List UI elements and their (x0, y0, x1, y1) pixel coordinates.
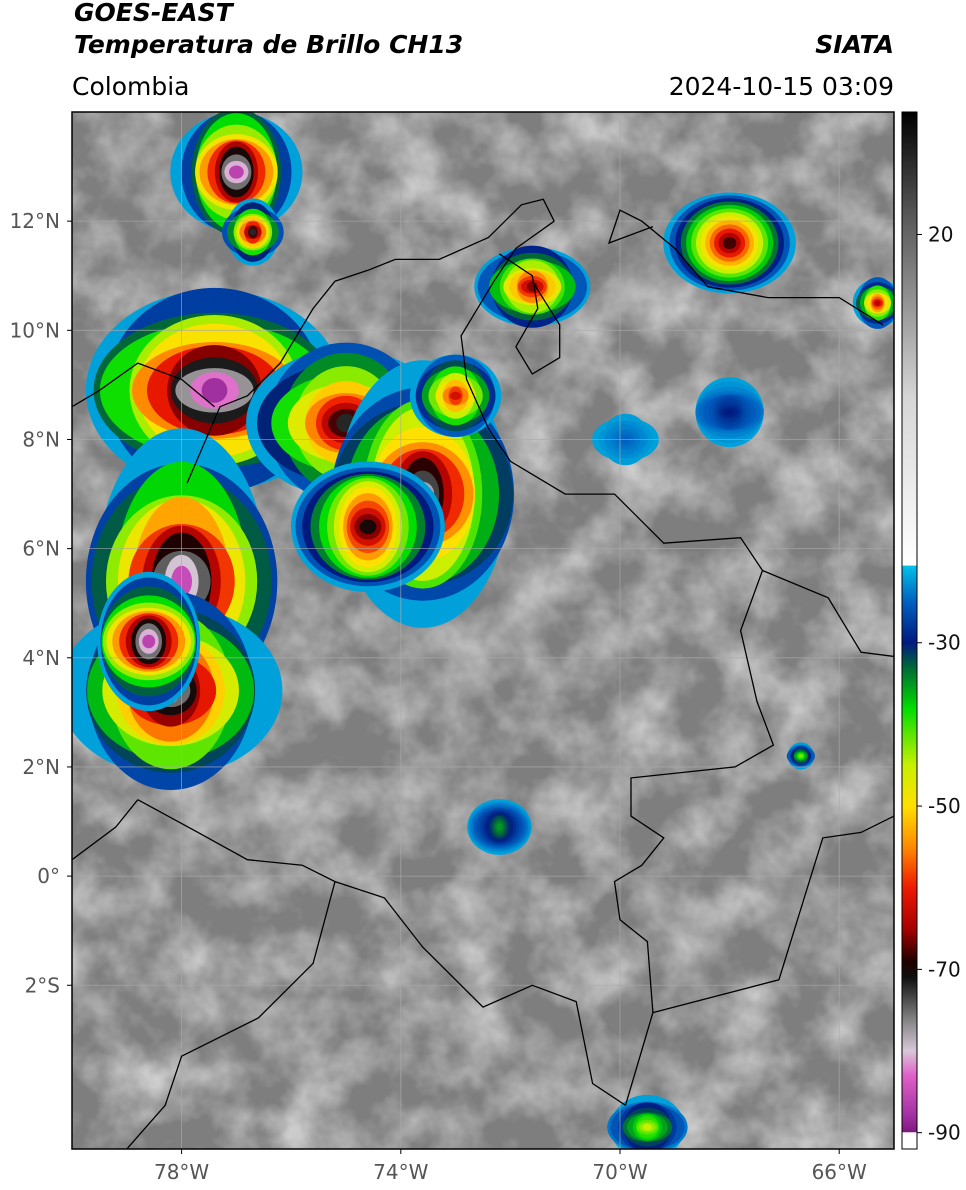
colorbar (901, 111, 918, 1150)
border-line (762, 569, 894, 658)
lat-tick-label: 8°N (22, 427, 60, 451)
border-line (72, 799, 139, 861)
region-label: Colombia (72, 72, 190, 101)
cell-ring (450, 391, 462, 400)
storm-cell (97, 571, 201, 712)
brand-label: SIATA (815, 30, 894, 59)
lat-tick-label: 12°N (10, 209, 60, 233)
lat-tick-label: 10°N (10, 318, 60, 342)
storm-cell (85, 287, 344, 493)
lon-tick-label: 78°W (154, 1160, 209, 1184)
border-line (186, 198, 555, 484)
cell-ring (722, 236, 737, 250)
cell-ring (142, 634, 156, 649)
lat-tick-label: 6°N (22, 537, 60, 561)
colorbar-tick-label: -30 (928, 631, 961, 655)
colorbar-ticks: 20 -30 -50 -70 -90 (917, 222, 961, 1145)
cell-ring (249, 228, 257, 236)
storm-cell (852, 277, 894, 329)
latitude-axis: 12°N 10°N 8°N 6°N 4°N 2°N 0° 2°S (10, 209, 72, 997)
lon-tick-label: 74°W (373, 1160, 428, 1184)
satellite-title: GOES-EAST (74, 0, 233, 27)
lon-tick-label: 66°W (812, 1160, 867, 1184)
border-line (126, 881, 336, 1149)
storm-cell (467, 799, 532, 855)
cell-ring (496, 823, 503, 831)
lat-tick-label: 0° (37, 864, 60, 888)
map-border (71, 111, 895, 1150)
cell-ring (724, 409, 735, 416)
storm-cell (222, 198, 284, 266)
border-line (460, 220, 775, 1106)
lat-tick-label: 4°N (22, 646, 60, 670)
border-line (137, 799, 626, 1106)
border-line (607, 209, 884, 326)
border-line (499, 253, 561, 375)
colorbar-tick-label: 20 (928, 222, 953, 246)
map-frame[interactable] (59, 108, 905, 1159)
political-borders (72, 198, 894, 1149)
border-line (72, 362, 215, 408)
storm-cell (786, 742, 815, 770)
lon-tick-label: 70°W (592, 1160, 647, 1184)
storm-cell (474, 245, 591, 328)
border-line (652, 815, 894, 1014)
cell-ring (798, 754, 803, 759)
cell-ring (228, 165, 244, 179)
product-title: Temperatura de Brillo CH13 (74, 30, 464, 59)
cell-ring (874, 300, 881, 306)
storm-cell (290, 461, 445, 593)
longitude-axis: 78°W 74°W 70°W 66°W (154, 1149, 867, 1184)
cell-ring (642, 1123, 652, 1131)
storm-cell (663, 192, 796, 294)
colorbar-tick-label: -70 (928, 957, 961, 981)
cell-ring (359, 519, 377, 535)
storm-cell (695, 377, 764, 448)
storm-cell (409, 354, 502, 438)
lat-tick-label: 2°S (25, 973, 60, 997)
cell-ring (201, 377, 228, 403)
lat-tick-label: 2°N (22, 755, 60, 779)
storm-cell (607, 1094, 688, 1149)
colorbar-tick-label: -90 (928, 1121, 961, 1145)
colorbar-tick-label: -50 (928, 794, 961, 818)
timestamp-label: 2024-10-15 03:09 (668, 72, 894, 101)
